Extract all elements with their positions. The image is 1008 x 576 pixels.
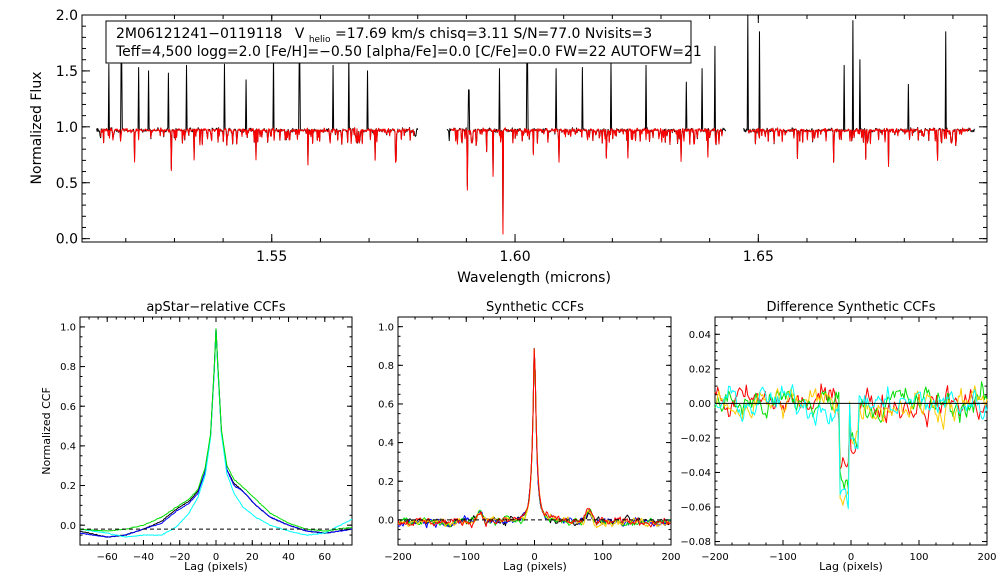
apstar-ccf-title: apStar−relative CCFs	[146, 300, 286, 315]
info-line-1: 2M06121241−0119118 V helio =17.69 km/s c…	[116, 26, 652, 46]
model-spectrum-chip-1	[100, 127, 415, 172]
apstar-ccf-visit-3	[79, 328, 353, 538]
x-tick-label: −60	[97, 552, 118, 563]
x-tick-label: 0	[531, 552, 537, 563]
y-tick-label: 2.0	[56, 8, 78, 24]
apstar-ccf-series	[79, 328, 353, 538]
y-tick-label: −0.02	[680, 434, 711, 445]
model-spectrum-chip-3	[747, 127, 972, 167]
x-tick-label: 200	[661, 552, 680, 563]
difference-ccf-diff-1	[714, 383, 988, 470]
info-star-id: 2M06121241−0119118	[116, 26, 282, 42]
x-tick-label: 60	[318, 552, 331, 563]
y-tick-label: 1.0	[60, 323, 76, 334]
y-tick-label: 0.2	[60, 481, 76, 492]
info-vhelio-label: V	[295, 26, 305, 42]
difference-ccf-title: Difference Synthetic CCFs	[766, 300, 935, 315]
x-tick-label: 1.55	[256, 249, 287, 265]
y-tick-label: −0.08	[680, 537, 711, 548]
x-tick-label: −100	[769, 552, 796, 563]
difference-ccf-axes: −200 −100 0 100 200 −0.08 −0.06 −0.04 −0.02 0.00 0…	[680, 316, 997, 563]
info-vhelio-sub: helio	[309, 35, 331, 45]
y-tick-label: 0.6	[60, 402, 76, 413]
info-box-frame	[105, 20, 692, 64]
apstar-ccf-ylabel: Normalized CCF	[40, 387, 53, 475]
y-tick-label: −0.06	[680, 503, 711, 514]
y-tick-label: 1.0	[378, 322, 394, 333]
x-tick-label: 200	[977, 552, 996, 563]
spectrum-xlabel: Wavelength (microns)	[457, 270, 611, 286]
y-tick-label: 0.0	[56, 232, 78, 248]
model-spectrum-chip-2	[450, 127, 724, 235]
apstar-ccf-combined	[79, 328, 353, 532]
synthetic-ccf-title: Synthetic CCFs	[486, 300, 584, 315]
spectrum-ylabel: Normalized Flux	[29, 72, 45, 185]
observed-spectrum-chip-1	[96, 53, 419, 170]
y-tick-label: 0.02	[689, 364, 711, 375]
x-tick-label: 0	[848, 552, 854, 563]
x-tick-label: 100	[909, 552, 928, 563]
y-tick-label: 0.4	[378, 438, 394, 449]
x-tick-label: 20	[246, 552, 259, 563]
x-tick-label: −40	[133, 552, 154, 563]
y-tick-label: 0.0	[378, 515, 394, 526]
info-line-2: Teff=4,500 logg=2.0 [Fe/H]=−0.50 [alpha/…	[115, 44, 702, 60]
apstar-ccf-xlabel: Lag (pixels)	[184, 560, 248, 573]
apstar-ccf-axes: −60 −40 −20 0 20 40 60 0.0 0.2 0.4 0.6 0.8 1.0	[60, 316, 353, 563]
spectrum-frame	[81, 14, 988, 243]
difference-ccf-panel: Difference Synthetic CCFs −200 −100 0 100 20…	[680, 300, 996, 573]
info-line-1-rest: =17.69 km/s chisq=3.11 S/N=77.0 Nvisits=…	[335, 26, 652, 42]
y-tick-label: 0.04	[689, 330, 711, 341]
spectrum-axes: 1.55 1.60 1.65 0.0 0.5 1.0 1.5 2.0	[56, 8, 987, 265]
spectrum-panel: 1.55 1.60 1.65 0.0 0.5 1.0 1.5 2.0 Wavelength (…	[29, 8, 988, 286]
x-tick-label: −20	[169, 552, 190, 563]
synthetic-ccf-visit-5	[397, 348, 671, 529]
x-tick-label: −100	[453, 552, 480, 563]
x-tick-label: 0	[213, 552, 219, 563]
y-tick-label: 0.5	[56, 176, 78, 192]
x-tick-label: 1.65	[743, 249, 774, 265]
synthetic-ccf-series	[397, 347, 671, 529]
apstar-ccf-visit-2	[79, 328, 353, 538]
y-tick-label: 0.0	[60, 521, 76, 532]
difference-ccf-xlabel: Lag (pixels)	[819, 560, 883, 573]
apstar-ccf-frame	[79, 316, 353, 546]
y-tick-label: 1.5	[56, 64, 78, 80]
y-tick-label: 0.00	[689, 399, 711, 410]
apstar-ccf-panel: apStar−relative CCFs −60 −40 −20 0 20 40 60 0.0…	[40, 300, 353, 573]
difference-ccf-series	[714, 381, 988, 510]
observed-spectrum-chip-3	[743, 14, 975, 166]
y-tick-label: 0.8	[378, 361, 394, 372]
y-tick-label: 0.4	[60, 441, 76, 452]
spectrum-series	[96, 14, 975, 235]
apstar-ccf-visit-1	[79, 328, 352, 538]
x-tick-label: −200	[384, 552, 411, 563]
synthetic-ccf-axes: −200 −100 0 100 200 0.0 0.2 0.4 0.6 0.8 1.0	[378, 316, 681, 563]
x-tick-label: 100	[593, 552, 612, 563]
y-tick-label: −0.04	[680, 468, 711, 479]
synthetic-ccf-xlabel: Lag (pixels)	[503, 560, 567, 573]
difference-ccf-diff-4	[714, 384, 988, 510]
x-tick-label: 40	[282, 552, 295, 563]
synthetic-ccf-panel: Synthetic CCFs −200 −100 0 100 200 0.0 0.2 0.4 0…	[378, 300, 680, 573]
x-tick-label: 1.60	[499, 249, 530, 265]
y-tick-label: 1.0	[56, 120, 78, 136]
y-tick-label: 0.2	[378, 477, 394, 488]
x-tick-label: −200	[701, 552, 728, 563]
info-box: 2M06121241−0119118 V helio =17.69 km/s c…	[105, 20, 702, 64]
y-tick-label: 0.6	[378, 400, 394, 411]
y-tick-label: 0.8	[60, 362, 76, 373]
